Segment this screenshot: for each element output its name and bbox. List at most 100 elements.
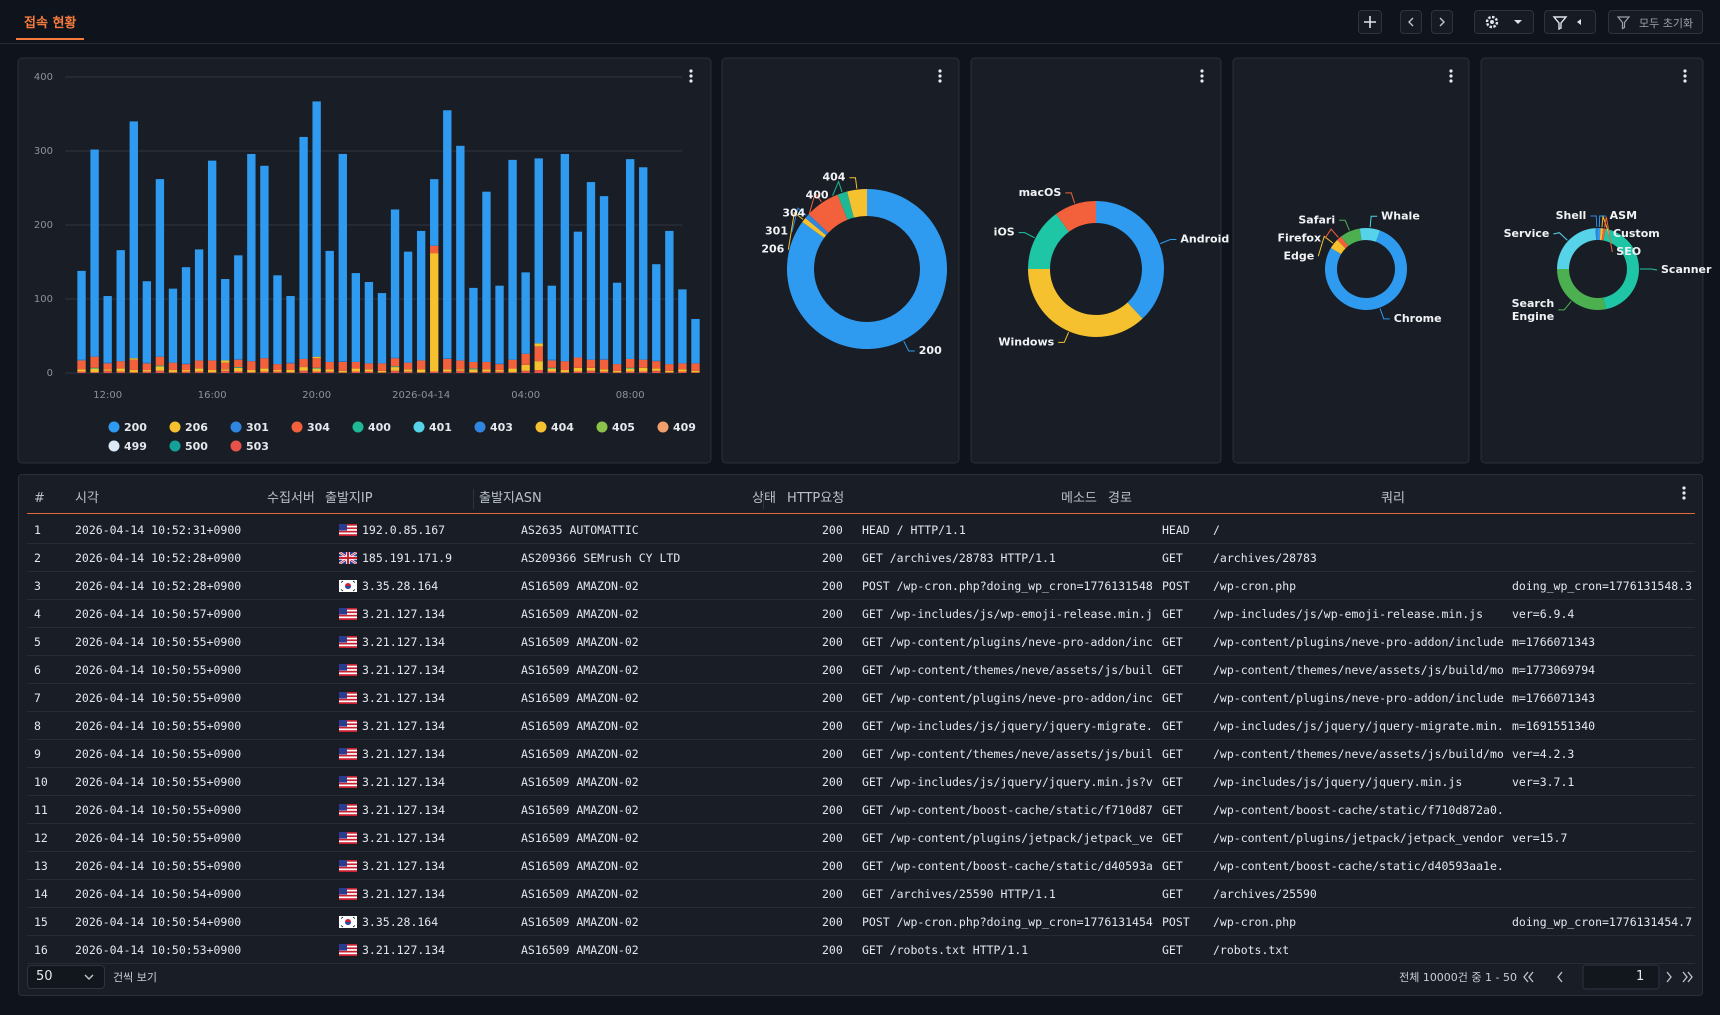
bar-segment <box>599 369 609 372</box>
table-cell: GET <box>1162 719 1183 733</box>
table-cell: GET /wp-content/themes/neve/assets/js/bu… <box>862 663 1153 677</box>
column-header: 경로 <box>1108 491 1132 506</box>
column-header: 쿼리 <box>1381 491 1405 506</box>
table-cell: 200 <box>822 663 842 677</box>
bar-segment <box>338 153 347 362</box>
bar-segment <box>234 371 243 373</box>
table-cell: 4 <box>34 607 41 621</box>
table-cell: /wp-content/plugins/jetpack/jetpack_vend… <box>1213 831 1504 845</box>
bar-segment <box>547 285 556 360</box>
table-cell: m=1766071343 <box>1512 691 1596 705</box>
bar-segment <box>625 358 635 368</box>
bar-segment <box>155 370 165 373</box>
settings-button[interactable] <box>1474 10 1534 34</box>
pager[interactable] <box>1517 964 1697 990</box>
legend-label: 499 <box>124 440 147 453</box>
table-cell: 3.21.127.134 <box>362 691 446 705</box>
leader-line <box>849 177 858 189</box>
row-divider <box>27 543 1695 544</box>
table-cell: 2026-04-14 10:50:55+0900 <box>75 747 242 761</box>
bar-segment <box>325 369 334 372</box>
leader-line <box>1369 215 1378 228</box>
bar-segment <box>560 372 570 373</box>
bar-segment <box>443 369 452 372</box>
bar-segment <box>260 368 269 372</box>
bar-segment <box>155 179 165 357</box>
panel-menus[interactable] <box>689 69 1687 83</box>
country-flag <box>339 720 357 732</box>
bar-segment <box>207 360 217 371</box>
bar-segment <box>508 159 517 360</box>
bar-segment <box>612 370 622 373</box>
bar-segment <box>416 360 426 370</box>
add-button[interactable] <box>1358 10 1382 34</box>
table-cell: 3 <box>34 579 41 593</box>
slice-label: SEO <box>1616 245 1641 258</box>
column-divider <box>473 489 474 509</box>
table-cell: 200 <box>822 719 842 733</box>
bar-segment <box>247 153 256 362</box>
bar-segment <box>456 360 465 370</box>
leader-line <box>1339 219 1350 231</box>
table-cell: /wp-content/plugins/neve-pro-addon/inclu… <box>1213 635 1504 649</box>
bar-segment <box>416 369 426 373</box>
next-button[interactable] <box>1431 10 1453 34</box>
table-cell: /wp-includes/js/wp-emoji-release.min.js <box>1213 607 1484 621</box>
bar-segment <box>77 369 86 372</box>
bar-segment <box>364 369 374 372</box>
bar-segment <box>247 372 256 373</box>
table-cell: /wp-content/plugins/neve-pro-addon/inclu… <box>1213 691 1504 705</box>
page-size-select[interactable]: 50 <box>27 965 105 989</box>
bar-segment <box>534 158 543 344</box>
bar-segment <box>351 368 361 372</box>
bar-segment <box>547 359 556 361</box>
table-cell: 2026-04-14 10:50:55+0900 <box>75 691 242 705</box>
table-cell: /wp-content/boost-cache/static/f710d872a… <box>1213 803 1504 817</box>
table-cell: /wp-cron.php <box>1213 579 1297 593</box>
bar-segment <box>103 363 112 370</box>
table-cell: /wp-includes/js/jquery/jquery.min.js <box>1213 775 1463 789</box>
bar-segment <box>482 369 491 372</box>
reset-button[interactable]: 모두 초기화 <box>1608 10 1703 34</box>
bar-segment <box>403 251 413 363</box>
legend-swatch <box>413 421 425 433</box>
bar-segment <box>364 371 374 373</box>
bar-segment <box>286 296 295 363</box>
x-tick-label: 20:00 <box>302 390 331 401</box>
leader-line <box>832 180 843 196</box>
table-cell: doing_wp_cron=1776131548.3 <box>1512 579 1693 593</box>
donut-slice <box>802 218 827 238</box>
table-cell: 14 <box>34 887 48 901</box>
bar-segment <box>495 364 504 371</box>
bar-segment <box>652 361 661 369</box>
filter-button[interactable] <box>1544 10 1596 34</box>
table-cell: GET <box>1162 831 1183 845</box>
bar-segment <box>90 368 99 373</box>
slice-label: 206 <box>761 243 784 256</box>
table-cell: GET <box>1162 943 1183 957</box>
bar-segment <box>207 370 217 373</box>
country-flag <box>339 860 357 872</box>
row-divider <box>27 711 1695 712</box>
page-number[interactable]: 1 <box>1636 969 1645 984</box>
legend-label: 400 <box>368 421 391 434</box>
row-divider <box>27 571 1695 572</box>
bar-segment <box>116 368 125 372</box>
bar-segment <box>416 372 426 373</box>
legend-swatch <box>108 440 120 452</box>
legend-label: 503 <box>246 440 269 453</box>
prev-button[interactable] <box>1400 10 1422 34</box>
column-header: 출발지IP <box>325 491 373 506</box>
country-flag <box>339 832 357 844</box>
table-cell: ver=4.2.3 <box>1512 747 1575 761</box>
country-flag <box>339 748 357 760</box>
bar-segment <box>665 370 674 373</box>
table-menu[interactable] <box>1680 485 1688 503</box>
slice-label: Whale <box>1381 209 1420 222</box>
bar-segment <box>430 253 439 372</box>
tab-title[interactable]: 접속 현황 <box>24 16 77 31</box>
legend-label: 304 <box>307 421 330 434</box>
table-cell: 9 <box>34 747 41 761</box>
bar-segment <box>495 285 504 364</box>
donut-slice <box>1096 201 1164 319</box>
